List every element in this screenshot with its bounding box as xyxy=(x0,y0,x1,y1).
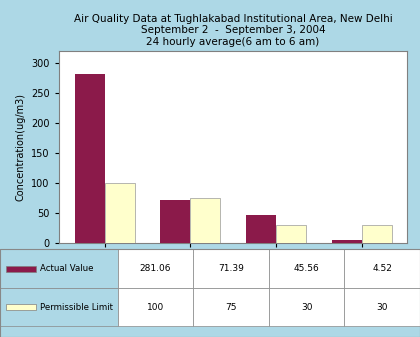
Bar xyxy=(344,249,420,288)
Bar xyxy=(276,225,306,243)
Bar xyxy=(193,288,269,327)
Text: 45.56: 45.56 xyxy=(294,264,320,273)
Bar xyxy=(246,215,276,243)
Bar xyxy=(344,288,420,327)
Bar xyxy=(269,288,344,327)
Text: 30: 30 xyxy=(301,303,312,312)
Text: 281.06: 281.06 xyxy=(139,264,171,273)
Bar xyxy=(190,197,220,243)
Bar xyxy=(332,240,362,243)
Title: Air Quality Data at Tughlakabad Institutional Area, New Delhi
September 2  -  Se: Air Quality Data at Tughlakabad Institut… xyxy=(74,14,392,47)
Text: Permissible Limit: Permissible Limit xyxy=(40,303,113,312)
Bar xyxy=(105,183,134,243)
Text: Actual Value: Actual Value xyxy=(40,264,93,273)
Bar xyxy=(160,200,190,243)
Text: 30: 30 xyxy=(376,303,388,312)
Text: 75: 75 xyxy=(225,303,237,312)
Text: 4.52: 4.52 xyxy=(372,264,392,273)
Text: 100: 100 xyxy=(147,303,164,312)
Text: 71.39: 71.39 xyxy=(218,264,244,273)
Bar xyxy=(362,225,391,243)
Bar xyxy=(0,249,118,288)
Y-axis label: Concentration(ug/m3): Concentration(ug/m3) xyxy=(16,93,26,201)
Bar xyxy=(118,288,193,327)
Bar xyxy=(269,249,344,288)
Bar xyxy=(193,249,269,288)
Bar xyxy=(0,288,118,327)
Bar xyxy=(6,266,36,272)
Bar xyxy=(6,304,36,310)
Bar xyxy=(75,74,105,243)
Bar xyxy=(118,249,193,288)
